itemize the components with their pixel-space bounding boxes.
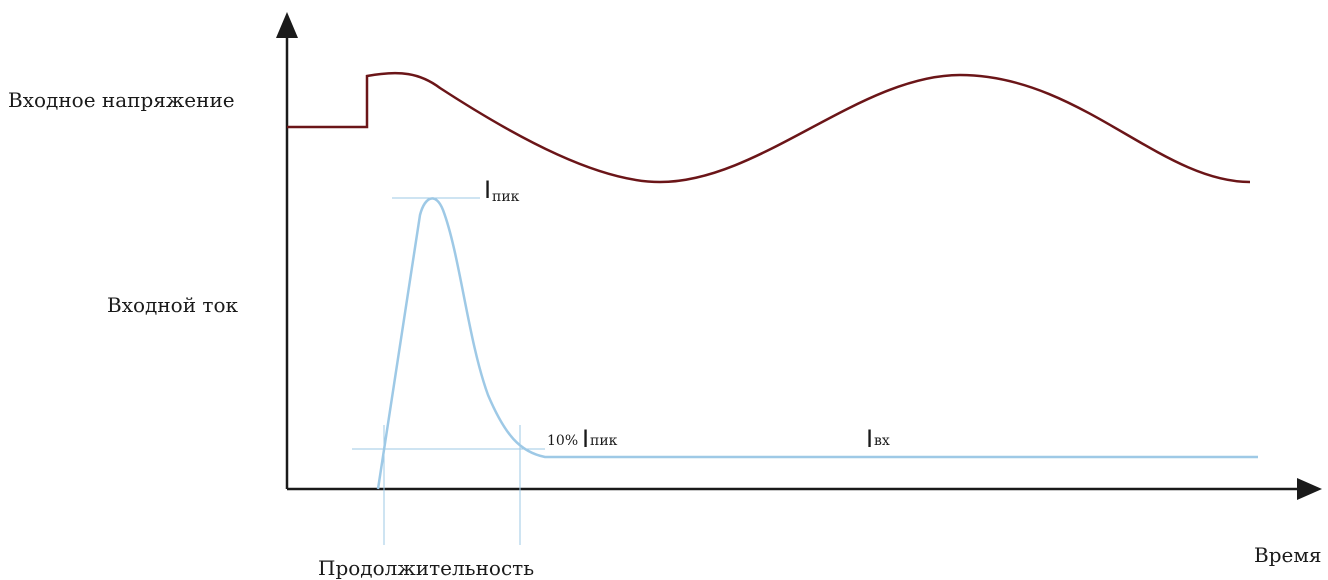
time-label: Время <box>1254 543 1322 567</box>
input-voltage-label: Входное напряжение <box>8 88 235 112</box>
ten-percent-current-symbol: I <box>582 425 590 453</box>
axes <box>276 12 1322 500</box>
input-current-label: Входной ток <box>107 293 238 317</box>
input-voltage-curve <box>287 71 1251 184</box>
x-axis-arrow <box>1297 478 1322 500</box>
peak-current-subscript: пик <box>492 189 520 205</box>
input-current-symbol: I <box>866 425 874 453</box>
duration-label: Продолжительность <box>318 556 535 580</box>
ten-percent-label: 10% <box>547 433 579 449</box>
ten-percent-current-subscript: пик <box>590 433 618 449</box>
input-current-curve <box>376 197 1258 490</box>
y-axis-arrow <box>276 12 298 38</box>
guide-lines <box>352 197 545 545</box>
input-current-subscript: вх <box>874 433 890 449</box>
peak-current-symbol: I <box>484 176 492 204</box>
